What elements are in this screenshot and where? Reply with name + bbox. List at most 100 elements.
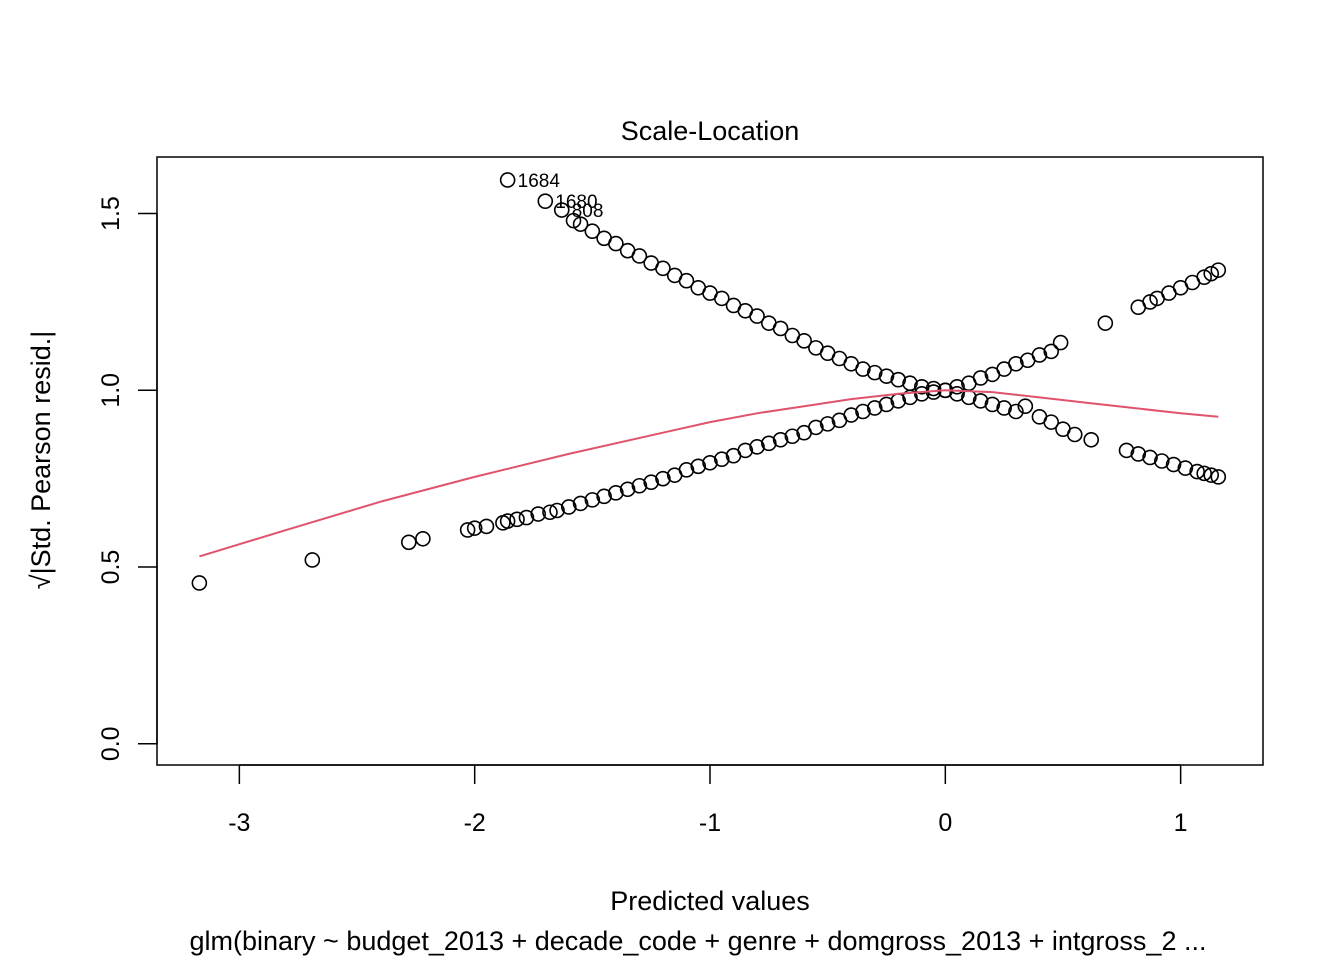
data-point (561, 499, 577, 515)
data-point (796, 333, 812, 349)
data-point (530, 506, 547, 522)
data-points (191, 172, 1227, 591)
data-point (542, 504, 558, 521)
data-point (1017, 398, 1034, 415)
data-point (808, 419, 824, 436)
data-point (1066, 426, 1083, 443)
data-point (713, 451, 730, 468)
data-point (843, 407, 859, 423)
y-tick-label: 1.0 (97, 373, 125, 408)
data-point (1196, 269, 1212, 285)
chart-title: Scale-Location (621, 116, 800, 146)
data-point (584, 492, 601, 508)
data-point (619, 481, 636, 498)
data-point (655, 260, 671, 277)
data-point (572, 216, 589, 232)
data-point (761, 435, 777, 452)
data-point (1043, 414, 1060, 430)
x-axis: -3 -2 -1 0 1 (228, 764, 1188, 837)
data-point (191, 575, 208, 591)
data-point (878, 368, 895, 384)
data-point (1165, 456, 1182, 473)
data-point (784, 428, 801, 445)
data-point (749, 308, 765, 324)
data-point (584, 223, 601, 240)
data-point (553, 202, 570, 218)
x-axis-label: Predicted values (610, 886, 810, 916)
data-point (702, 454, 718, 471)
data-point (1083, 431, 1100, 448)
y-axis: 0.0 0.5 1.0 1.5 (97, 196, 158, 761)
data-point (1008, 355, 1024, 372)
data-point (1118, 442, 1135, 459)
data-point (459, 522, 476, 538)
data-point (1203, 467, 1220, 483)
data-point (855, 361, 871, 377)
data-point (400, 534, 417, 551)
data-point (913, 378, 930, 395)
data-point (819, 416, 836, 432)
point-label: 808 (572, 201, 604, 222)
data-point (1196, 465, 1212, 482)
data-point (890, 371, 907, 388)
data-point (631, 248, 648, 264)
data-point (855, 403, 871, 420)
point-label: 1684 (518, 171, 561, 192)
data-point (972, 393, 989, 409)
data-point (1097, 315, 1114, 331)
data-point (655, 470, 671, 487)
data-point (1142, 449, 1158, 466)
data-point (1130, 446, 1147, 462)
x-tick-label: -3 (228, 809, 250, 837)
data-point (984, 396, 1001, 413)
y-tick-label: 0.0 (97, 726, 125, 761)
y-tick-label: 0.5 (97, 550, 125, 585)
data-point (949, 378, 965, 395)
data-point (878, 396, 895, 413)
data-point (690, 458, 707, 475)
y-axis-label: √|Std. Pearson resid.| (26, 331, 56, 589)
x-tick-label: 1 (1174, 809, 1188, 837)
data-point (866, 400, 883, 416)
data-point (537, 193, 554, 209)
point-label: 1680 (555, 192, 597, 213)
data-point (608, 485, 624, 501)
x-tick-label: -1 (699, 809, 721, 837)
data-point (902, 375, 918, 392)
data-point (866, 364, 883, 381)
data-point (972, 370, 989, 386)
data-point (1210, 262, 1227, 278)
data-point (415, 530, 431, 547)
x-tick-label: -2 (464, 809, 486, 837)
data-point (925, 380, 942, 397)
data-point (772, 431, 789, 448)
data-point (772, 320, 789, 337)
smoother-path (199, 389, 1219, 558)
data-point (499, 172, 516, 188)
data-point (518, 509, 535, 526)
data-point (1052, 334, 1069, 351)
data-point (478, 518, 495, 535)
data-point (549, 502, 565, 519)
y-tick-label: 1.5 (97, 196, 125, 231)
data-point (304, 552, 321, 568)
data-point (466, 520, 483, 536)
chart-subtitle: glm(binary ~ budget_2013 + decade_code +… (190, 926, 1207, 956)
data-point (608, 235, 624, 252)
data-point (737, 442, 754, 459)
data-point (631, 477, 648, 494)
data-point (1142, 294, 1158, 310)
data-point (713, 290, 730, 307)
data-point (678, 272, 695, 289)
data-point (949, 386, 965, 402)
data-point (996, 400, 1012, 416)
data-point (1203, 265, 1220, 282)
data-point (1031, 347, 1048, 363)
plot-frame (156, 156, 1264, 766)
x-tick-label: 0 (938, 809, 952, 837)
data-point (596, 488, 612, 505)
data-point (565, 212, 582, 229)
data-point (1189, 463, 1205, 480)
